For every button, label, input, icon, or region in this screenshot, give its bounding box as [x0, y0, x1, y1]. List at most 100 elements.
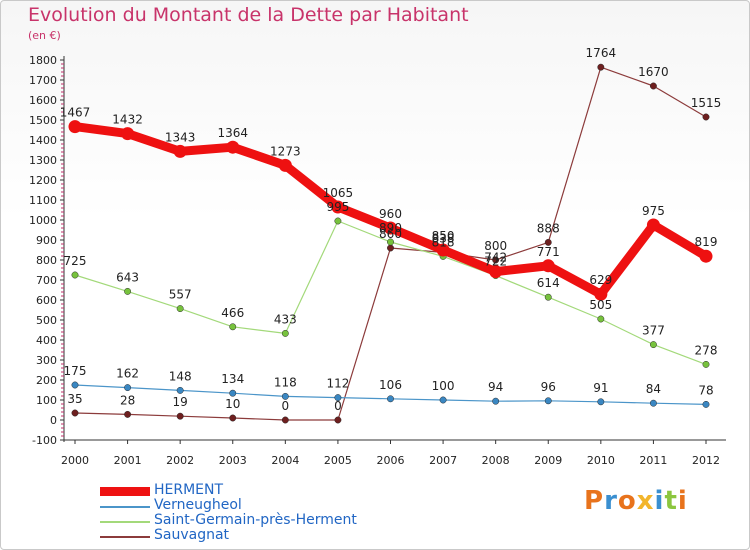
x-tick-label: 2007 — [429, 454, 457, 467]
data-point — [278, 158, 292, 172]
data-point — [544, 397, 552, 405]
data-label: 19 — [173, 395, 188, 409]
data-label: 505 — [589, 298, 612, 312]
x-tick-label: 2002 — [166, 454, 194, 467]
y-tick-label: 800 — [36, 254, 57, 267]
y-tick-label: 300 — [36, 354, 57, 367]
data-label: 377 — [642, 324, 665, 338]
logo-letter: o — [617, 486, 637, 516]
data-label: 818 — [432, 235, 455, 249]
data-label: 466 — [221, 306, 244, 320]
data-point — [229, 414, 237, 422]
data-label: 995 — [326, 200, 349, 214]
data-label: 96 — [541, 380, 556, 394]
data-point — [544, 238, 552, 246]
logo-letter: r — [604, 486, 618, 516]
data-point — [492, 256, 500, 264]
data-label: 614 — [537, 276, 560, 290]
data-point — [384, 221, 397, 235]
data-label: 112 — [326, 377, 349, 391]
data-point — [699, 249, 713, 263]
data-point — [436, 243, 450, 257]
data-point — [544, 293, 552, 301]
y-tick-label: 200 — [36, 374, 57, 387]
data-point — [597, 315, 605, 323]
data-label: 94 — [488, 380, 503, 394]
x-tick-label: 2009 — [534, 454, 562, 467]
legend-swatch — [100, 506, 150, 508]
data-point — [594, 287, 608, 301]
x-tick-label: 2012 — [692, 454, 720, 467]
data-label: 148 — [169, 369, 192, 383]
data-point — [702, 360, 710, 368]
data-point — [597, 398, 605, 406]
logo-letter: P — [584, 486, 605, 516]
data-point — [387, 238, 394, 246]
data-point — [71, 271, 79, 279]
data-label: 1364 — [217, 126, 248, 140]
data-point — [124, 287, 132, 295]
data-label: 975 — [642, 204, 665, 218]
data-label: 888 — [537, 221, 560, 235]
data-label: 10 — [225, 397, 240, 411]
logo-letter: i — [654, 486, 665, 516]
y-tick-label: 400 — [36, 334, 57, 347]
data-label: 106 — [379, 378, 402, 392]
data-point — [124, 410, 132, 418]
x-tick-label: 2001 — [114, 454, 142, 467]
data-label: 890 — [379, 221, 402, 235]
x-tick-label: 2010 — [587, 454, 615, 467]
y-tick-label: 1200 — [29, 174, 57, 187]
data-label: 28 — [120, 393, 135, 407]
logo-letter: t — [664, 486, 678, 516]
data-point — [226, 140, 240, 154]
data-label: 960 — [379, 207, 402, 221]
y-tick-label: 500 — [36, 314, 57, 327]
data-point — [124, 384, 132, 392]
data-point — [387, 244, 394, 252]
data-label: 0 — [282, 399, 290, 413]
data-label: 100 — [432, 379, 455, 393]
y-tick-label: 0 — [50, 414, 57, 427]
data-label: 78 — [698, 383, 713, 397]
x-tick-label: 2005 — [324, 454, 352, 467]
data-label: 35 — [67, 392, 82, 406]
data-label: 838 — [432, 231, 455, 245]
proxiti-logo: Proxiti — [584, 486, 688, 516]
data-label: 850 — [432, 229, 455, 243]
data-label: 1432 — [112, 113, 143, 127]
legend-label: Saint-Germain-près-Herment — [154, 512, 357, 528]
data-label: 278 — [695, 343, 718, 357]
data-label: 1515 — [691, 96, 722, 110]
x-tick-label: 2004 — [271, 454, 299, 467]
y-tick-label: 1100 — [29, 194, 57, 207]
data-point — [176, 305, 184, 313]
data-point — [649, 399, 657, 407]
data-point — [702, 113, 710, 121]
data-point — [649, 82, 657, 90]
y-tick-label: 1000 — [29, 214, 57, 227]
y-tick-label: 1600 — [29, 94, 57, 107]
data-point — [229, 389, 237, 397]
data-label: 742 — [484, 251, 507, 265]
data-point — [71, 409, 79, 417]
data-label: 1065 — [323, 186, 354, 200]
y-tick-label: 1800 — [29, 54, 57, 67]
data-point — [541, 259, 555, 273]
data-point — [492, 397, 500, 405]
legend-label: Sauvagnat — [154, 527, 230, 543]
legend-label: HERMENT — [154, 482, 224, 498]
legend-label: Verneugheol — [154, 497, 242, 513]
data-label: 722 — [484, 255, 507, 269]
data-label: 800 — [484, 239, 507, 253]
legend-swatch — [100, 521, 150, 523]
data-point — [176, 412, 184, 420]
data-point — [489, 265, 503, 279]
data-label: 175 — [64, 364, 87, 378]
logo-letter: i — [677, 486, 688, 516]
y-tick-label: 700 — [36, 274, 57, 287]
y-tick-label: 100 — [36, 394, 57, 407]
data-point — [331, 200, 345, 214]
data-label: 1764 — [586, 46, 617, 60]
